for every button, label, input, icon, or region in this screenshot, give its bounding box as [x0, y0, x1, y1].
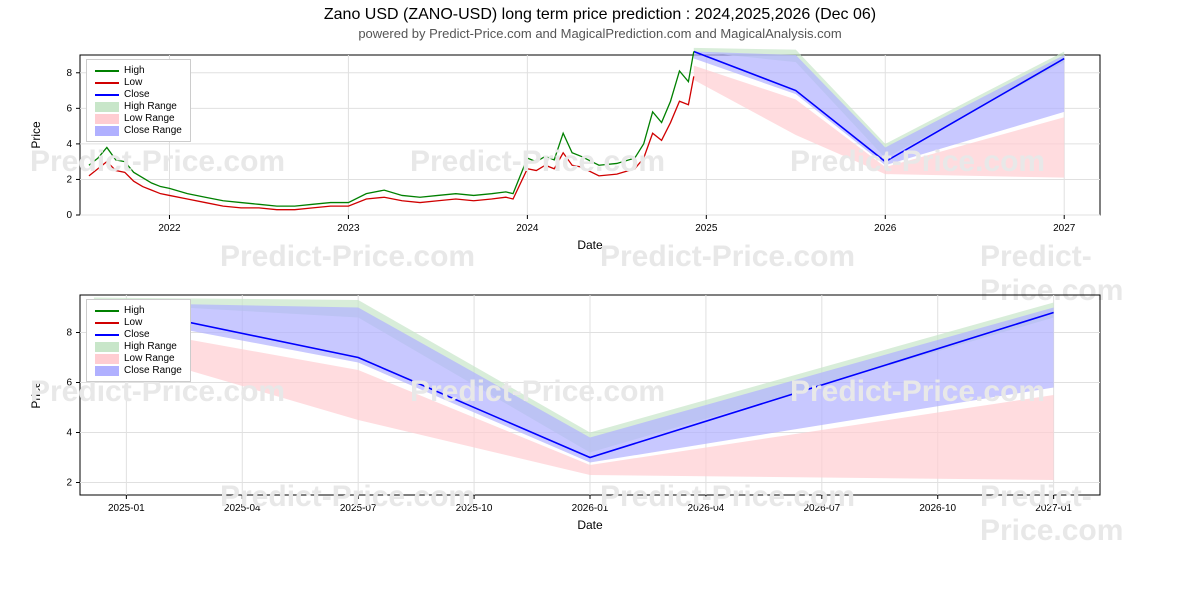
legend-swatch — [95, 102, 119, 112]
legend-swatch — [95, 114, 119, 124]
svg-text:2026: 2026 — [874, 223, 897, 234]
legend-label: Close — [124, 329, 150, 340]
figure-container: Zano USD (ZANO-USD) long term price pred… — [0, 0, 1200, 600]
svg-text:2025-01: 2025-01 — [108, 503, 145, 514]
chart1-wrap: Predict-Price.com Predict-Price.com Pred… — [20, 45, 1180, 285]
legend-label: High Range — [124, 341, 177, 352]
chart-subtitle: powered by Predict-Price.com and Magical… — [0, 24, 1200, 45]
svg-text:8: 8 — [66, 328, 72, 339]
legend-item: Low — [95, 77, 182, 88]
svg-text:Price: Price — [29, 381, 43, 409]
legend-label: High Range — [124, 101, 177, 112]
legend-item: Close — [95, 89, 182, 100]
svg-text:2025-10: 2025-10 — [456, 503, 493, 514]
legend-label: Close Range — [124, 125, 182, 136]
svg-text:2: 2 — [66, 478, 72, 489]
legend-swatch — [95, 354, 119, 364]
svg-text:2022: 2022 — [158, 223, 181, 234]
svg-text:4: 4 — [66, 428, 72, 439]
svg-text:0: 0 — [66, 210, 72, 221]
legend-item: High — [95, 65, 182, 76]
chart2-wrap: Predict-Price.com Predict-Price.com Pred… — [20, 285, 1180, 565]
svg-text:2027-01: 2027-01 — [1035, 503, 1072, 514]
legend-swatch — [95, 334, 119, 336]
svg-text:6: 6 — [66, 378, 72, 389]
svg-text:2026-10: 2026-10 — [919, 503, 956, 514]
legend-label: Low — [124, 77, 142, 88]
legend-item: Close — [95, 329, 182, 340]
svg-text:4: 4 — [66, 139, 72, 150]
svg-text:Date: Date — [577, 238, 603, 252]
legend-label: Low — [124, 317, 142, 328]
svg-text:2025-04: 2025-04 — [224, 503, 261, 514]
chart1-legend: HighLowCloseHigh RangeLow RangeClose Ran… — [86, 59, 191, 142]
legend-item: Close Range — [95, 125, 182, 136]
svg-text:Date: Date — [577, 518, 603, 532]
legend-swatch — [95, 322, 119, 324]
legend-swatch — [95, 70, 119, 72]
chart1-svg: 0 2 4 6 8 2022 2023 2024 2025 2026 2027 Price Date — [20, 45, 1200, 255]
legend-label: Low Range — [124, 353, 175, 364]
legend-item: High — [95, 305, 182, 316]
legend-item: Close Range — [95, 365, 182, 376]
legend-label: High — [124, 65, 145, 76]
legend-item: Low — [95, 317, 182, 328]
legend-swatch — [95, 342, 119, 352]
legend-label: High — [124, 305, 145, 316]
svg-text:2025: 2025 — [695, 223, 718, 234]
legend-swatch — [95, 82, 119, 84]
legend-swatch — [95, 94, 119, 96]
legend-label: Low Range — [124, 113, 175, 124]
svg-text:2027: 2027 — [1053, 223, 1076, 234]
legend-swatch — [95, 126, 119, 136]
legend-item: Low Range — [95, 353, 182, 364]
chart2-legend: HighLowCloseHigh RangeLow RangeClose Ran… — [86, 299, 191, 382]
svg-text:Price: Price — [29, 121, 43, 149]
svg-text:2026-01: 2026-01 — [572, 503, 609, 514]
legend-swatch — [95, 366, 119, 376]
legend-item: High Range — [95, 341, 182, 352]
svg-text:8: 8 — [66, 68, 72, 79]
chart2-svg: 2 4 6 8 2025-01 2025-04 2025-07 2025-10 2026-01 2… — [20, 285, 1200, 535]
svg-text:2023: 2023 — [337, 223, 360, 234]
legend-label: Close — [124, 89, 150, 100]
svg-text:2024: 2024 — [516, 223, 539, 234]
legend-item: High Range — [95, 101, 182, 112]
svg-text:2025-07: 2025-07 — [340, 503, 377, 514]
legend-item: Low Range — [95, 113, 182, 124]
svg-text:2026-07: 2026-07 — [803, 503, 840, 514]
svg-text:2026-04: 2026-04 — [688, 503, 725, 514]
legend-swatch — [95, 310, 119, 312]
svg-text:2: 2 — [66, 174, 72, 185]
chart-title: Zano USD (ZANO-USD) long term price pred… — [0, 0, 1200, 24]
svg-text:6: 6 — [66, 103, 72, 114]
legend-label: Close Range — [124, 365, 182, 376]
